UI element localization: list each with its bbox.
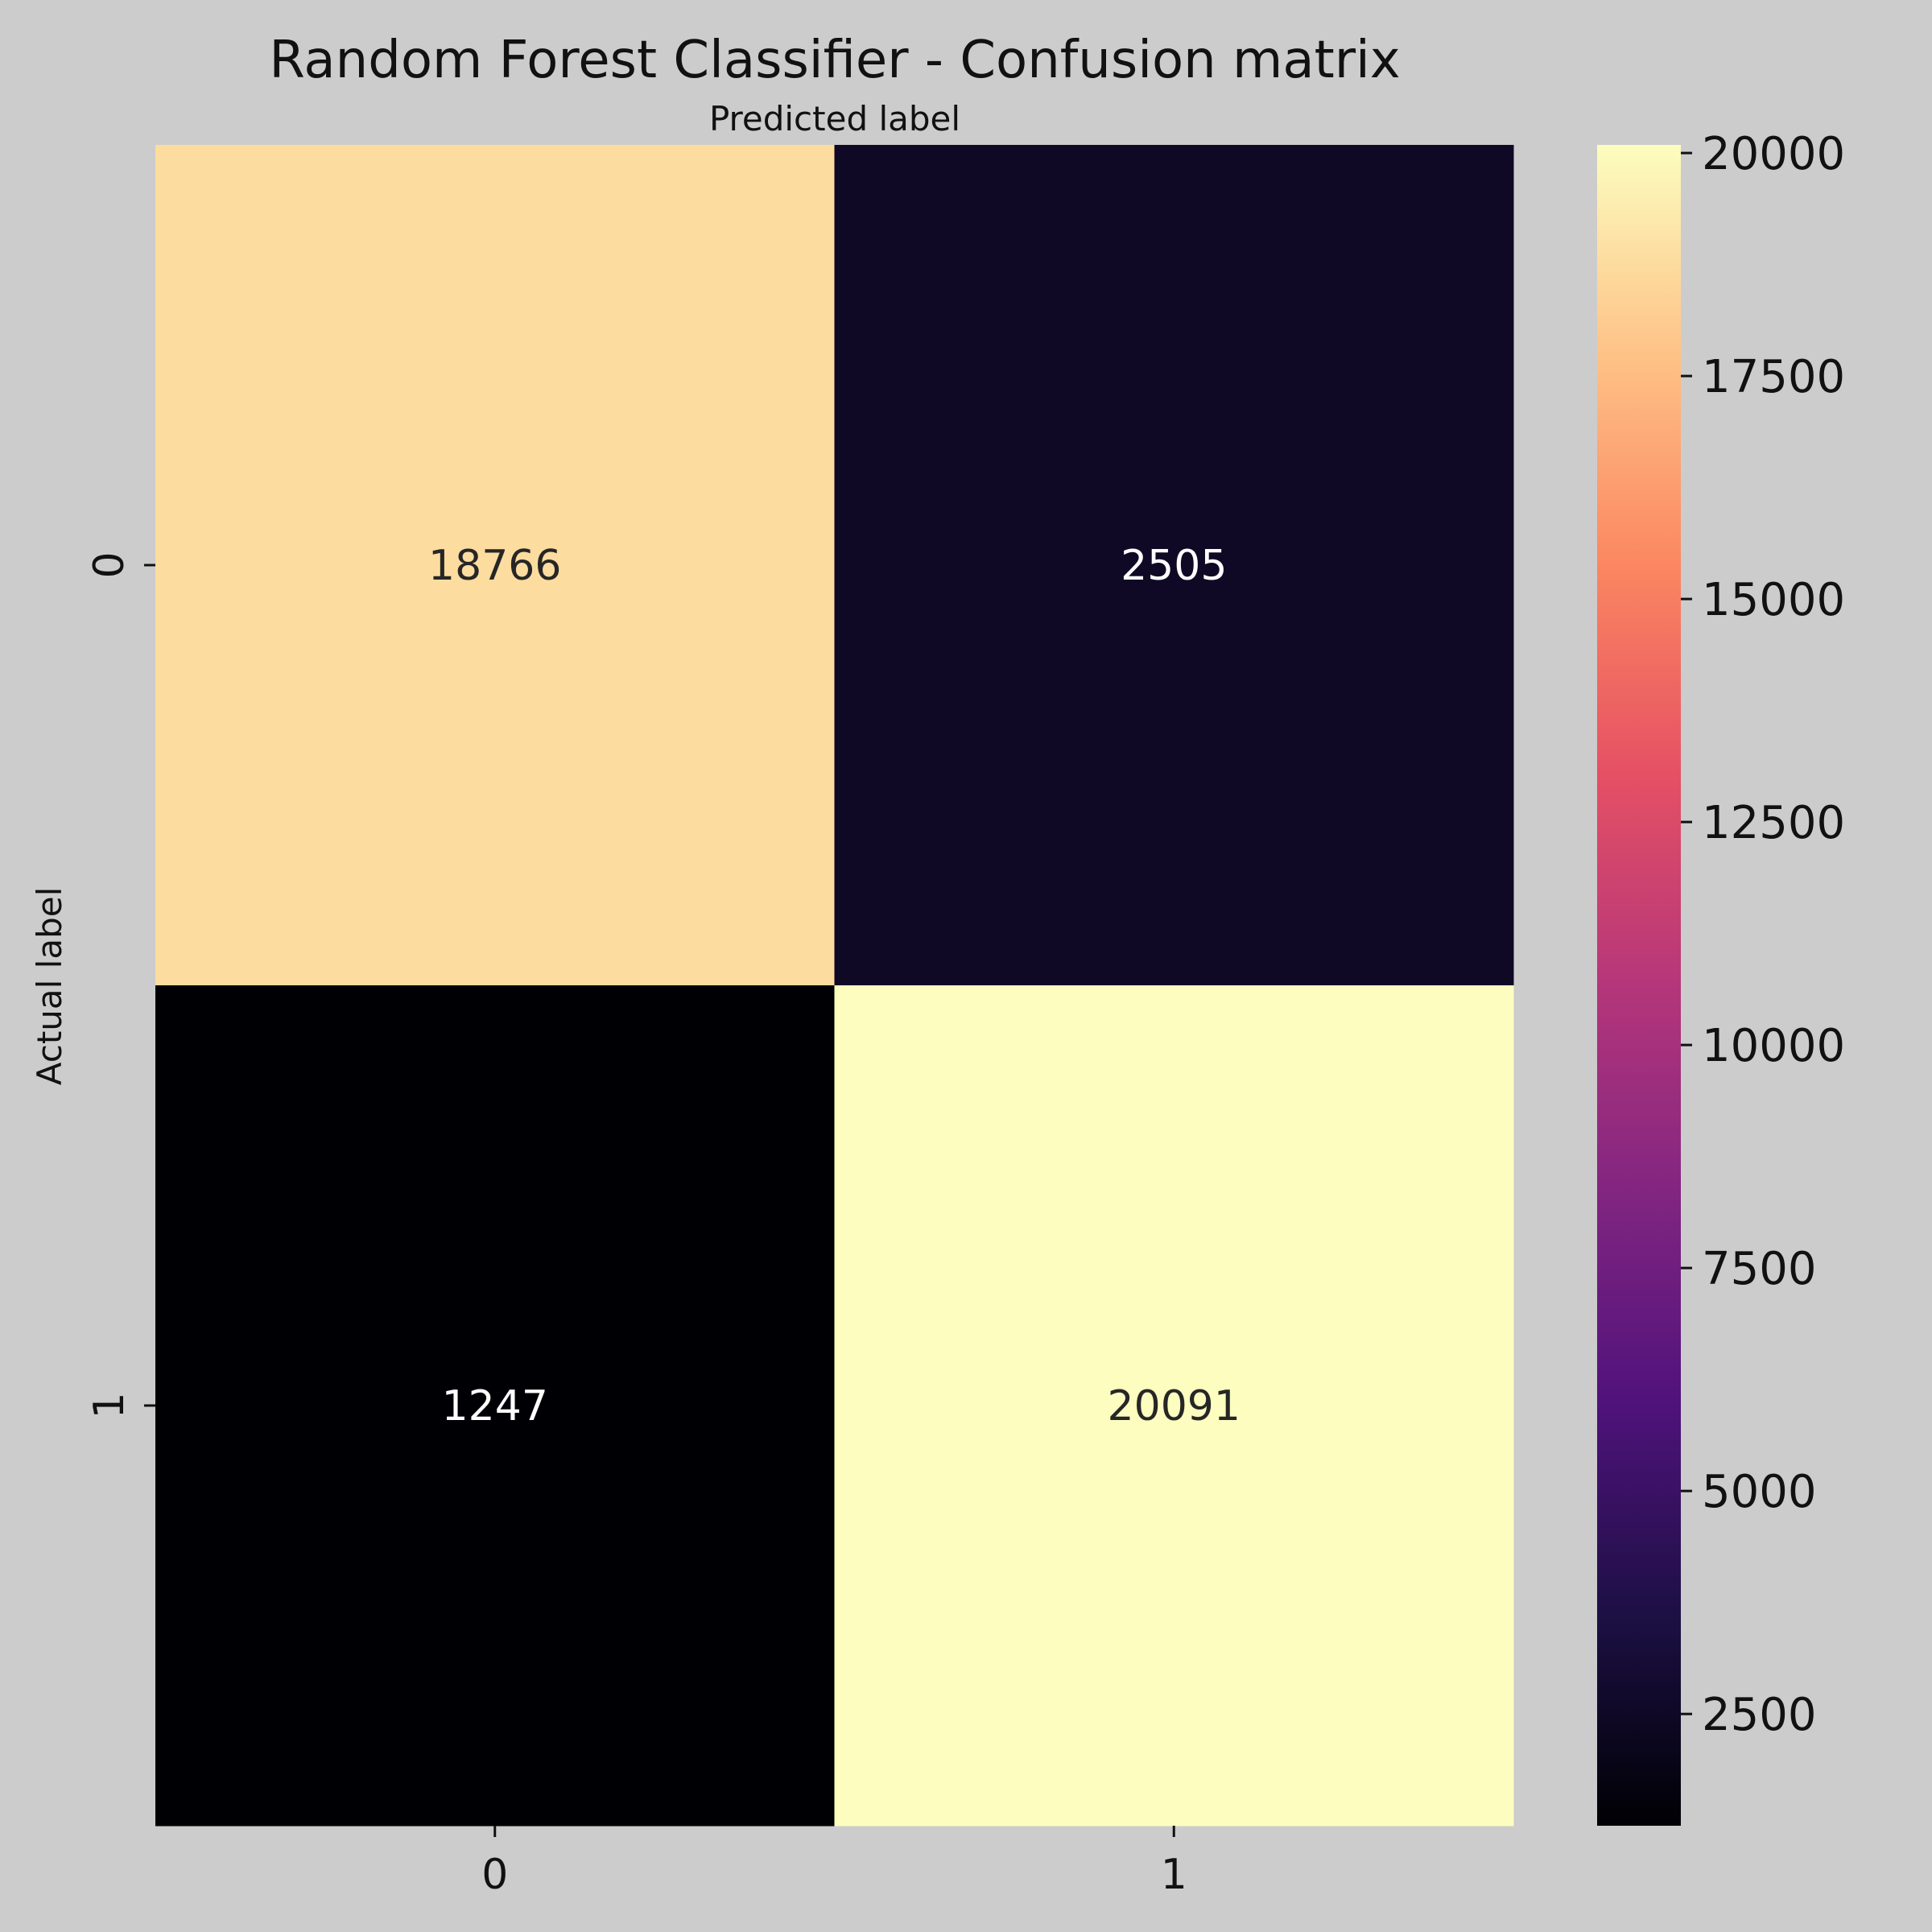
heatmap-cell — [155, 985, 835, 1827]
colorbar-tick-label: 2500 — [1702, 1689, 1817, 1741]
y-tick-label: 1 — [85, 1392, 134, 1418]
colorbar-tick-label: 10000 — [1702, 1020, 1845, 1072]
x-axis-label: Predicted label — [709, 99, 960, 138]
cell-value-label: 1247 — [442, 1382, 548, 1430]
colorbar-tick-label: 20000 — [1702, 128, 1845, 180]
heatmap-cell — [834, 145, 1514, 986]
y-tick-label: 0 — [85, 551, 134, 578]
x-tick-label: 0 — [481, 1851, 508, 1899]
colorbar-tick-label: 7500 — [1702, 1243, 1817, 1295]
heatmap-cell — [834, 985, 1514, 1827]
x-tick-label: 1 — [1161, 1851, 1187, 1899]
colorbar-tick-label: 15000 — [1702, 574, 1845, 626]
colorbar — [1597, 145, 1681, 1826]
cell-value-label: 18766 — [428, 542, 561, 590]
chart-title: Random Forest Classifier - Confusion mat… — [269, 31, 1400, 90]
cell-value-label: 20091 — [1108, 1382, 1241, 1430]
y-axis-label: Actual label — [30, 887, 69, 1086]
y-axis-ticks: 01 — [85, 551, 155, 1419]
colorbar-tick-label: 17500 — [1702, 351, 1845, 403]
cell-value-label: 2505 — [1121, 542, 1227, 590]
heatmap-cells: 18766 2505 1247 20091 — [155, 145, 1514, 1827]
colorbar-tick-label: 12500 — [1702, 797, 1845, 849]
heatmap-cell — [155, 145, 835, 986]
colorbar-tick-label: 5000 — [1702, 1466, 1817, 1518]
colorbar-ticks: 2500 5000 7500 10000 12500 15000 17500 20000 — [1681, 128, 1845, 1741]
